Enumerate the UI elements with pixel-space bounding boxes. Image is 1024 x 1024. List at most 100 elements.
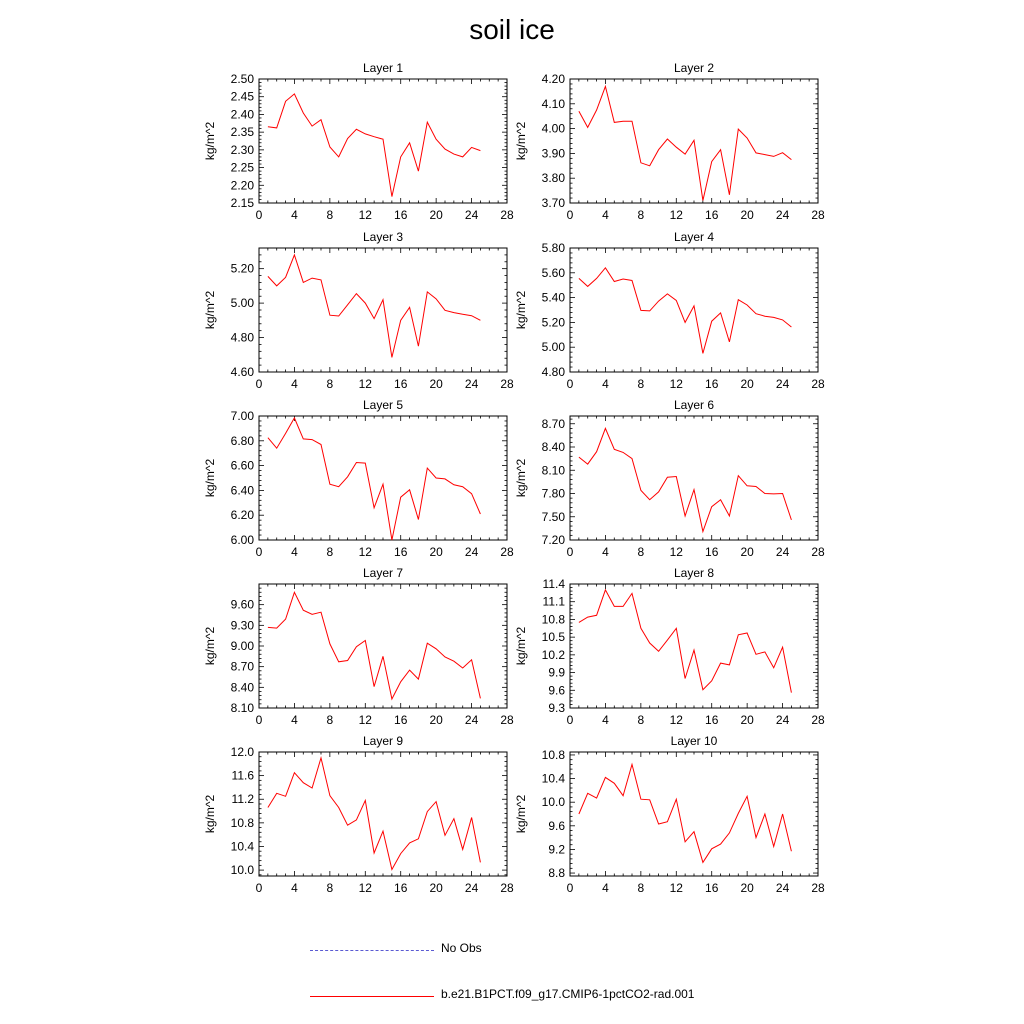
- x-tick-label: 8: [327, 545, 334, 559]
- y-tick-label: 6.60: [231, 459, 255, 473]
- x-tick-label: 8: [638, 208, 645, 222]
- x-tick-label: 16: [394, 545, 408, 559]
- y-tick-label: 7.20: [542, 533, 566, 547]
- y-tick-label: 8.10: [542, 463, 566, 477]
- x-tick-label: 8: [327, 377, 334, 391]
- plot-frame: [569, 583, 819, 709]
- legend-label-obs: No Obs: [441, 941, 482, 955]
- x-tick-label: 28: [500, 545, 514, 559]
- y-tick-label: 9.9: [548, 666, 565, 680]
- x-tick-label: 8: [638, 713, 645, 727]
- x-tick-label: 16: [394, 713, 408, 727]
- y-tick-label: 10.8: [231, 816, 255, 830]
- y-tick-label: 7.80: [542, 487, 566, 501]
- panel-10: Layer 10 kg/m^2 0 4 8 12 16 20 24 28 8.8 9.2 9.6 10.0…: [514, 734, 825, 895]
- y-tick-label: 5.80: [542, 241, 566, 255]
- panel-title: Layer 8: [674, 566, 714, 580]
- y-tick-label: 10.4: [542, 772, 566, 786]
- panel-title: Layer 3: [363, 230, 403, 244]
- panel-8: Layer 8 kg/m^2 0 4 8 12 16 20 24 28 9.3 9.6 9.9 10.2 1…: [514, 566, 825, 727]
- x-tick-label: 24: [776, 713, 790, 727]
- y-tick-label: 8.70: [542, 417, 566, 431]
- panel-title: Layer 2: [674, 61, 714, 75]
- y-tick-label: 2.20: [231, 178, 255, 192]
- x-tick-label: 16: [705, 208, 719, 222]
- y-axis-label: kg/m^2: [514, 795, 528, 834]
- x-tick-label: 16: [705, 545, 719, 559]
- x-tick-label: 20: [429, 545, 443, 559]
- series-line: [267, 416, 481, 541]
- x-tick-label: 16: [394, 377, 408, 391]
- y-tick-label: 3.70: [542, 196, 566, 210]
- y-tick-label: 2.40: [231, 107, 255, 121]
- x-tick-label: 20: [740, 881, 754, 895]
- plot-frame: [258, 415, 508, 541]
- y-tick-label: 10.0: [542, 795, 566, 809]
- y-tick-label: 4.80: [542, 365, 566, 379]
- plot-frame: [569, 751, 819, 877]
- x-tick-label: 4: [602, 377, 609, 391]
- y-axis-label: kg/m^2: [514, 122, 528, 161]
- y-axis-label: kg/m^2: [514, 627, 528, 666]
- x-tick-label: 4: [602, 881, 609, 895]
- legend: No Obs b.e21.B1PCT.f09_g17.CMIP6-1pctCO2…: [310, 940, 790, 1010]
- y-tick-label: 5.60: [542, 266, 566, 280]
- x-tick-label: 12: [359, 545, 373, 559]
- panel-6: Layer 6 kg/m^2 0 4 8 12 16 20 24 28 7.20 7.50 7.80 8.…: [514, 398, 825, 559]
- x-tick-label: 4: [291, 881, 298, 895]
- y-tick-label: 5.00: [542, 340, 566, 354]
- y-tick-label: 4.60: [231, 365, 255, 379]
- panel-title: Layer 1: [363, 61, 403, 75]
- x-tick-label: 24: [465, 545, 479, 559]
- series-line: [578, 588, 792, 693]
- panel-title: Layer 5: [363, 398, 403, 412]
- x-tick-label: 8: [638, 377, 645, 391]
- y-tick-label: 10.2: [542, 648, 566, 662]
- x-tick-label: 12: [670, 377, 684, 391]
- y-axis-label: kg/m^2: [203, 122, 217, 161]
- x-tick-label: 0: [256, 377, 263, 391]
- y-tick-label: 7.50: [542, 510, 566, 524]
- x-tick-label: 12: [359, 881, 373, 895]
- x-tick-label: 16: [705, 713, 719, 727]
- y-tick-label: 9.60: [231, 598, 255, 612]
- x-tick-label: 24: [465, 713, 479, 727]
- y-tick-label: 6.40: [231, 483, 255, 497]
- x-tick-label: 0: [256, 713, 263, 727]
- x-tick-label: 0: [256, 881, 263, 895]
- y-tick-label: 6.20: [231, 508, 255, 522]
- panel-2: Layer 2 kg/m^2 0 4 8 12 16 20 24 28 3.70 3.80 3.90 4.…: [514, 61, 825, 222]
- y-tick-label: 4.10: [542, 97, 566, 111]
- x-tick-label: 8: [638, 545, 645, 559]
- x-tick-label: 12: [670, 545, 684, 559]
- x-tick-label: 0: [256, 545, 263, 559]
- legend-swatch-obs: [310, 950, 434, 951]
- y-tick-label: 8.40: [542, 440, 566, 454]
- legend-label-model: b.e21.B1PCT.f09_g17.CMIP6-1pctCO2-rad.00…: [441, 987, 695, 1001]
- x-tick-label: 12: [359, 713, 373, 727]
- x-tick-label: 0: [256, 208, 263, 222]
- y-tick-label: 3.80: [542, 171, 566, 185]
- x-tick-label: 12: [670, 881, 684, 895]
- x-tick-label: 24: [776, 377, 790, 391]
- x-tick-label: 8: [327, 713, 334, 727]
- x-tick-label: 4: [291, 545, 298, 559]
- x-tick-label: 8: [327, 208, 334, 222]
- x-tick-label: 20: [429, 881, 443, 895]
- panel-title: Layer 9: [363, 734, 403, 748]
- x-tick-label: 16: [705, 881, 719, 895]
- y-tick-label: 3.90: [542, 146, 566, 160]
- x-tick-label: 20: [429, 208, 443, 222]
- y-axis-label: kg/m^2: [203, 291, 217, 330]
- x-tick-label: 20: [740, 545, 754, 559]
- y-tick-label: 10.8: [542, 612, 566, 626]
- y-tick-label: 7.00: [231, 409, 255, 423]
- y-tick-label: 2.25: [231, 161, 255, 175]
- panel-3: Layer 3 kg/m^2 0 4 8 12 16 20 24 28 4.60 4.80 5.00 5.…: [203, 230, 514, 391]
- x-tick-label: 24: [776, 545, 790, 559]
- series-line: [267, 253, 481, 358]
- y-tick-label: 5.20: [231, 262, 255, 276]
- x-tick-label: 16: [394, 881, 408, 895]
- x-tick-label: 24: [465, 208, 479, 222]
